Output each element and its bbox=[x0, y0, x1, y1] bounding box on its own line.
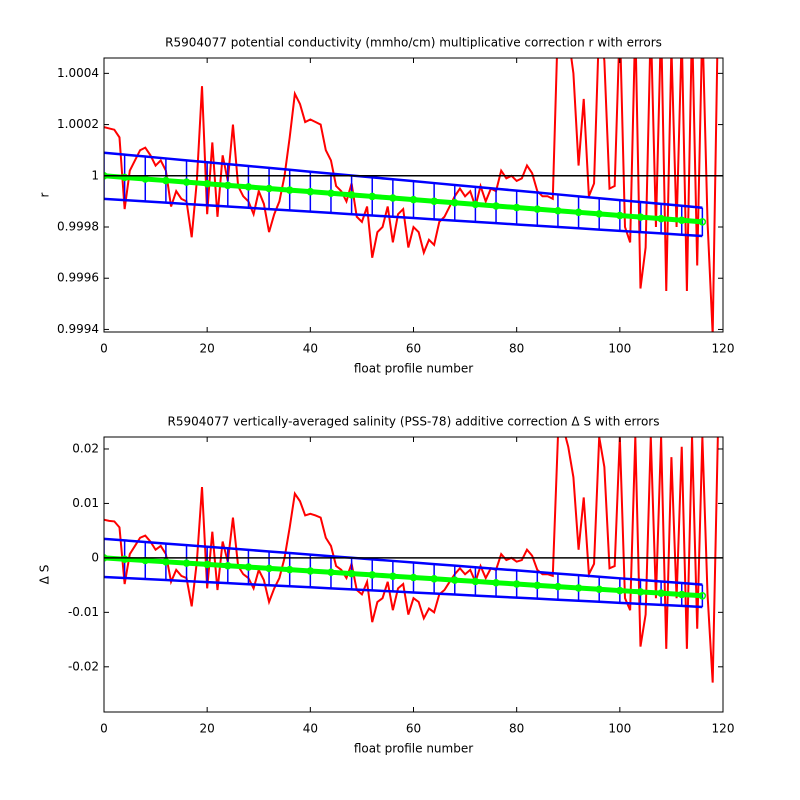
fit-point bbox=[430, 575, 438, 583]
fit-point bbox=[224, 561, 232, 570]
fit-point bbox=[677, 216, 686, 224]
fit-point bbox=[430, 197, 438, 205]
y-tick-label: 0.9996 bbox=[57, 271, 99, 285]
y-tick-label: 1 bbox=[91, 168, 99, 182]
fit-point bbox=[368, 192, 376, 201]
fit-point bbox=[368, 571, 376, 579]
fit-point bbox=[285, 565, 294, 574]
fit-point bbox=[285, 186, 294, 194]
fit-point bbox=[512, 203, 521, 212]
y-axis-label: Δ S bbox=[38, 565, 52, 585]
fit-point bbox=[595, 585, 603, 594]
x-tick-label: 40 bbox=[303, 722, 318, 736]
fit-point bbox=[533, 581, 542, 590]
x-tick-label: 120 bbox=[712, 722, 735, 736]
y-tick-label: -0.02 bbox=[68, 659, 99, 673]
x-tick-label: 120 bbox=[712, 342, 735, 356]
fit-point bbox=[327, 568, 335, 577]
x-tick-label: 20 bbox=[200, 342, 215, 356]
chart-title: R5904077 vertically-averaged salinity (P… bbox=[168, 415, 660, 429]
y-tick-label: 0.02 bbox=[72, 441, 99, 455]
x-tick-label: 100 bbox=[608, 722, 631, 736]
fit-point bbox=[554, 582, 562, 591]
x-tick-label: 80 bbox=[509, 722, 524, 736]
y-tick-label: 0 bbox=[91, 550, 99, 564]
fit-point bbox=[636, 588, 645, 596]
fit-point bbox=[347, 569, 356, 578]
fit-point bbox=[451, 199, 459, 207]
x-tick-label: 20 bbox=[200, 722, 215, 736]
fit-point bbox=[162, 176, 170, 185]
fit-point bbox=[306, 187, 315, 196]
fit-point bbox=[677, 590, 686, 599]
fit-point bbox=[657, 589, 665, 597]
data-line bbox=[104, 58, 719, 332]
fit-point bbox=[203, 179, 211, 188]
fit-point bbox=[512, 580, 521, 588]
fit-point bbox=[182, 559, 191, 567]
x-tick-label: 80 bbox=[509, 342, 524, 356]
fit-point bbox=[389, 194, 397, 202]
fit-point bbox=[265, 564, 273, 573]
x-tick-label: 60 bbox=[406, 722, 421, 736]
x-axis-label: float profile number bbox=[354, 362, 473, 376]
fit-point bbox=[533, 205, 542, 213]
fit-point bbox=[409, 195, 418, 204]
error-upper bbox=[104, 151, 703, 209]
x-tick-label: 60 bbox=[406, 342, 421, 356]
fit-point bbox=[616, 211, 624, 220]
fit-point bbox=[224, 181, 232, 190]
fit-point bbox=[327, 189, 335, 198]
fit-point bbox=[698, 218, 707, 226]
fit-point bbox=[244, 183, 253, 191]
fit-point bbox=[265, 184, 273, 193]
fit-point bbox=[595, 210, 603, 218]
fit-point bbox=[347, 191, 356, 199]
y-tick-label: 0.01 bbox=[72, 496, 99, 510]
fit-point bbox=[471, 200, 480, 209]
fit-point bbox=[554, 206, 562, 215]
x-tick-label: 0 bbox=[100, 722, 108, 736]
chart-title: R5904077 potential conductivity (mmho/cm… bbox=[165, 36, 662, 50]
y-tick-label: 1.0002 bbox=[57, 117, 99, 131]
fit-point bbox=[657, 214, 665, 223]
fit-point bbox=[574, 584, 583, 592]
y-tick-label: 0.9998 bbox=[57, 220, 99, 234]
fit-point bbox=[492, 202, 500, 210]
fit-point bbox=[120, 173, 129, 182]
fit-point bbox=[306, 567, 315, 575]
y-axis-label: r bbox=[38, 192, 52, 197]
fit-point bbox=[616, 586, 624, 595]
fit-point bbox=[203, 560, 211, 569]
plot-area bbox=[104, 437, 723, 683]
fit-point bbox=[451, 576, 459, 584]
fit-point bbox=[698, 592, 707, 600]
plot-area bbox=[104, 58, 723, 332]
fit-point bbox=[162, 558, 170, 566]
y-tick-label: 0.9994 bbox=[57, 322, 99, 336]
fit-point bbox=[574, 208, 583, 217]
fit-point bbox=[471, 577, 480, 586]
fit-point bbox=[409, 573, 418, 582]
error-lower bbox=[104, 197, 703, 238]
fit-point bbox=[492, 578, 500, 587]
x-tick-label: 40 bbox=[303, 342, 318, 356]
data-line bbox=[104, 437, 719, 683]
fit-point bbox=[389, 572, 397, 580]
fit-point bbox=[182, 178, 191, 186]
fit-point bbox=[244, 563, 253, 571]
error-lower bbox=[104, 575, 703, 609]
error-upper bbox=[104, 537, 703, 586]
fit-point bbox=[120, 555, 129, 563]
fit-point bbox=[636, 213, 645, 221]
x-tick-label: 0 bbox=[100, 342, 108, 356]
x-tick-label: 100 bbox=[608, 342, 631, 356]
x-axis-label: float profile number bbox=[354, 742, 473, 756]
y-tick-label: 1.0004 bbox=[57, 66, 99, 80]
y-tick-label: -0.01 bbox=[68, 605, 99, 619]
